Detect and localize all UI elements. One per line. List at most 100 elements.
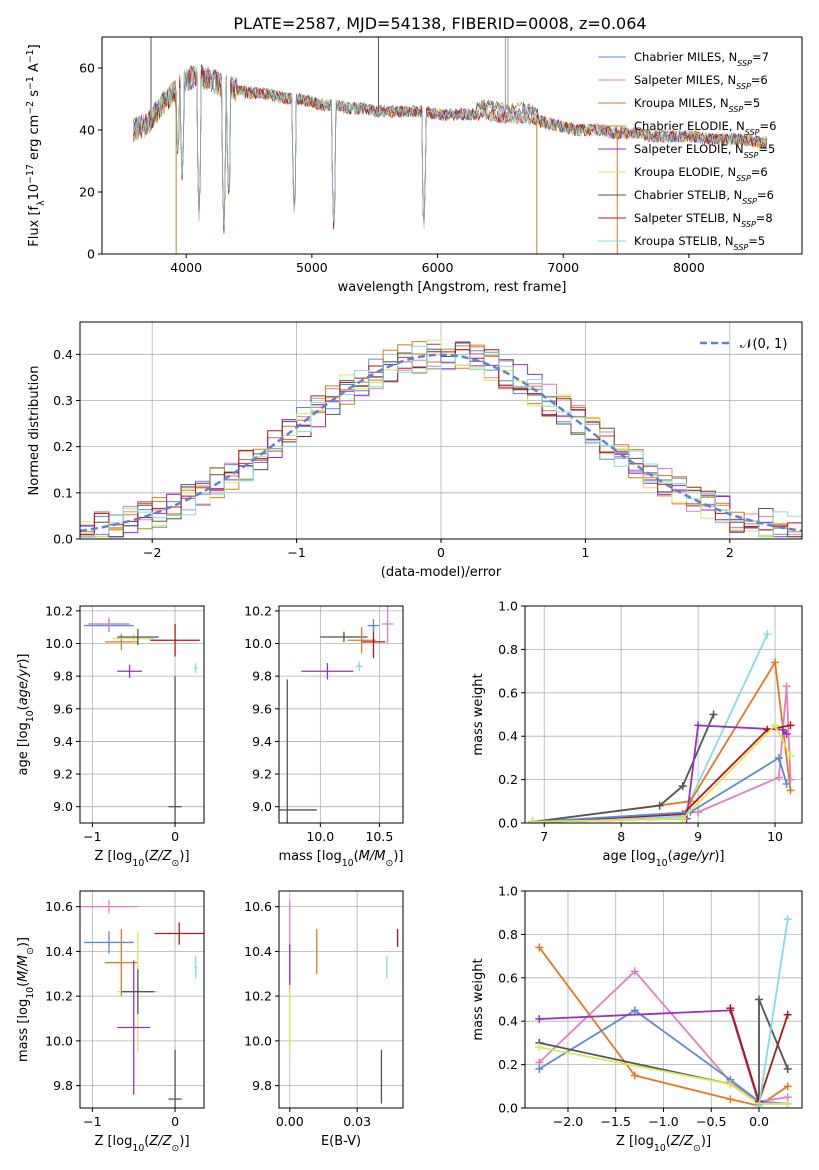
y-tick-label: 10.0 [244,1033,272,1048]
panel-mass-vs-Z: −1 0 9.8 10.0 10.2 10.4 10.6 [45,890,205,1129]
x-tick-label: −1.5 [601,1114,631,1129]
axes-frame [278,605,404,824]
weight-line [532,723,792,823]
y-tick-label: 10.0 [244,636,272,651]
legend-label: Chabrier ELODIE, NSSP=6 [634,119,776,137]
y-tick-label: 9.6 [252,701,272,716]
plot-content [528,630,795,823]
x-tick-label: −1 [287,545,305,560]
x-tick-label: 7 [540,829,548,844]
y-tick-label: 9.0 [53,799,73,814]
weight-line [532,714,715,823]
plot-content [289,899,399,1104]
x-tick-label: 8 [617,829,625,844]
legend-label: 𝒩(0, 1) [740,337,787,352]
panel-spectrum: 4000 5000 6000 7000 8000 0 20 40 60 [79,36,803,275]
panel-mass-vs-EBV: 0.00 0.03 9.8 10.0 10.2 10.4 10.6 [244,890,404,1129]
axes-frame [278,890,404,1109]
y-tick-label: 60 [79,61,95,76]
legend: Chabrier MILES, NSSP=7 Salpeter MILES, NS… [598,50,776,252]
legend-label: Salpeter STELIB, NSSP=8 [634,211,773,229]
panel-residuals: −2 −1 0 1 2 0.0 0.1 0.2 0.3 0.4 [53,321,803,560]
x-axis-label: age [log10(age/yr)] [602,849,724,869]
y-tick-label: 9.8 [252,669,272,684]
normal-curve [80,353,802,533]
y-axis-label: mass weight [471,958,486,1040]
x-axis-label: wavelength [Angstrom, rest frame] [338,280,567,295]
x-axis-label: Z [log10(Z/Z⊙)] [94,1134,189,1154]
y-tick-label: 0.2 [53,439,73,454]
x-tick-label: −0.5 [696,1114,726,1129]
x-tick-label: 10.5 [365,829,393,844]
x-tick-label: −1.0 [648,1114,678,1129]
x-tick-label: −2.0 [553,1114,583,1129]
y-tick-label: 0.0 [53,532,73,547]
y-tick-label: 9.0 [252,799,272,814]
plot-content [80,339,802,538]
x-tick-label: −1 [83,1114,101,1129]
x-tick-label: 8000 [673,260,705,275]
weight-line [532,686,792,823]
x-tick-label: 5000 [296,260,328,275]
legend-label: Kroupa ELODIE, NSSP=6 [634,165,768,183]
x-axis-label: (data-model)/error [381,565,502,580]
y-tick-label: 10.2 [45,989,73,1004]
y-tick-label: 0 [87,247,95,262]
y-axis-label: age [log10(age/yr)] [16,653,36,775]
y-tick-label: 0.4 [498,729,518,744]
y-axis-label: mass weight [471,673,486,755]
histogram-series [80,339,802,538]
y-tick-label: 0.4 [498,1014,518,1029]
x-axis-label: E(B-V) [321,1134,361,1149]
y-tick-label: 9.8 [53,669,73,684]
y-tick-label: 10.2 [244,989,272,1004]
y-tick-label: 9.6 [53,701,73,716]
x-tick-label: 4000 [170,260,202,275]
weight-line [532,659,792,823]
x-tick-label: 2 [726,545,734,560]
y-tick-label: 9.4 [53,734,73,749]
y-axis-label: mass [log10(M/M⊙)] [16,937,36,1062]
y-tick-label: 20 [79,185,95,200]
y-tick-label: 0.8 [498,927,518,942]
y-axis-label: Normed distribution [27,366,42,496]
y-tick-label: 10.0 [45,1033,73,1048]
y-tick-label: 40 [79,123,95,138]
y-tick-label: 0.3 [53,393,73,408]
y-tick-label: 10.6 [45,899,73,914]
x-tick-label: 0.03 [343,1114,371,1129]
x-tick-label: −1 [83,829,101,844]
y-tick-label: 10.2 [45,603,73,618]
y-tick-label: 0.0 [498,816,518,831]
x-tick-label: −2 [143,545,161,560]
x-tick-label: 10 [767,829,783,844]
y-tick-label: 0.2 [498,772,518,787]
axes-frame [79,890,205,1109]
y-tick-label: 0.6 [498,685,518,700]
x-tick-label: 0.0 [749,1114,769,1129]
x-axis-label: Z [log10(Z/Z⊙)] [616,1134,711,1154]
y-tick-label: 10.0 [45,636,73,651]
y-tick-label: 0.8 [498,642,518,657]
y-tick-label: 10.6 [244,899,272,914]
legend-label: Salpeter ELODIE, NSSP=5 [634,142,775,160]
axes-frame [524,605,803,824]
axes-frame [79,605,205,824]
legend-label: Chabrier STELIB, NSSP=6 [634,188,774,206]
y-tick-label: 9.2 [53,767,73,782]
y-tick-label: 9.4 [252,734,272,749]
legend-label: Kroupa MILES, NSSP=5 [634,96,760,114]
plot-content [80,899,204,1108]
plot-content [279,606,394,823]
spectrum-line [133,66,768,226]
x-tick-label: 7000 [547,260,579,275]
y-tick-label: 9.2 [252,767,272,782]
y-tick-label: 0.1 [53,485,73,500]
plot-content [84,617,200,823]
plot-content [535,915,792,1108]
panel-weight-vs-age: 7 8 9 10 0.0 0.2 0.4 0.6 0.8 1.0 [498,599,803,844]
y-tick-label: 9.8 [53,1078,73,1093]
y-tick-label: 0.0 [498,1101,518,1116]
